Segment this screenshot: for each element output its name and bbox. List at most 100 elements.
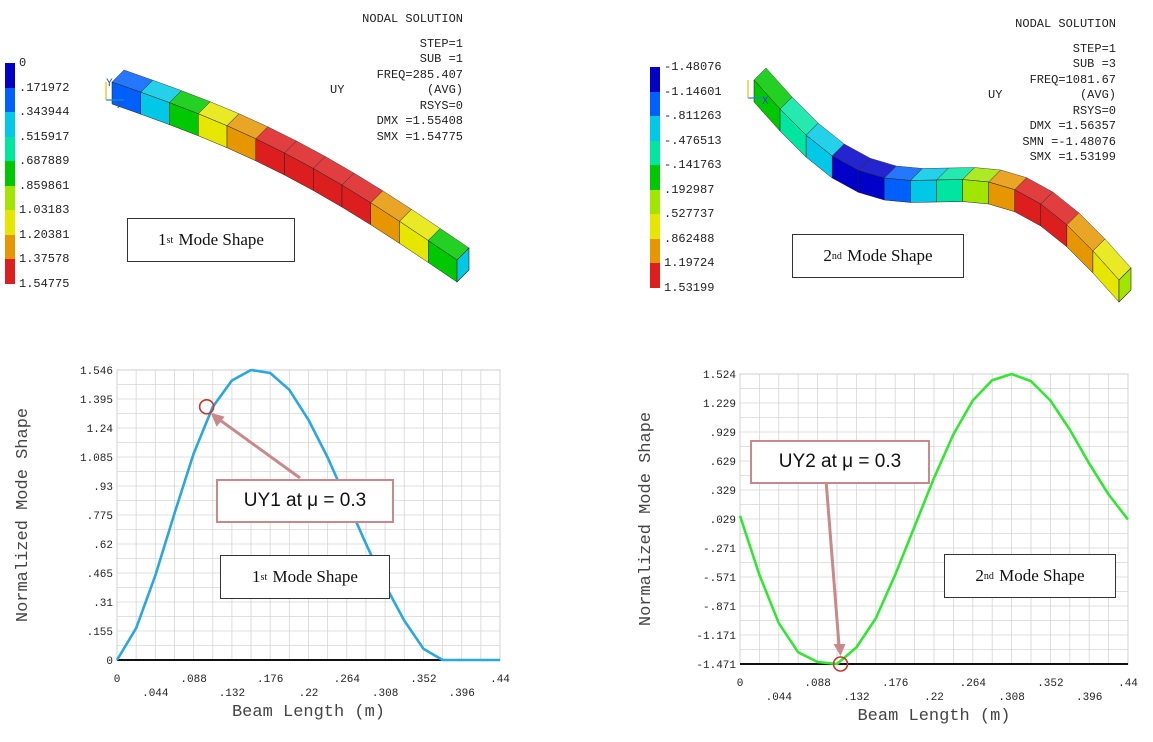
info-sub: SUB =1	[419, 52, 463, 66]
axis-triad-label: X	[117, 100, 124, 112]
legend-value-label: -.811263	[664, 109, 722, 123]
y-tick-label: .155	[87, 627, 113, 639]
y-tick-label: .329	[710, 486, 736, 498]
info-dmx: DMX =1.55408	[376, 114, 463, 128]
y-tick-label: 1.546	[80, 366, 113, 378]
x-tick-label: .44	[490, 674, 510, 686]
legend-color-band	[5, 136, 15, 161]
beam-segment-front	[884, 177, 911, 203]
x-tick-label: .044	[766, 692, 793, 704]
legend-color-band	[5, 87, 15, 112]
info-freq: FREQ=1081.67	[1029, 72, 1116, 87]
x-tick-label: .22	[299, 688, 319, 700]
y-tick-label: -.271	[703, 544, 736, 556]
legend-color-band	[5, 210, 15, 235]
beam-mode1-3d: YX	[105, 69, 470, 283]
y-tick-label: 1.24	[87, 424, 114, 436]
beam-segment-front	[962, 179, 989, 205]
x-tick-label: .22	[924, 692, 944, 704]
legend-color-band	[650, 140, 660, 165]
beam-end-face	[456, 247, 470, 283]
callout-uy2: UY2 at μ = 0.3	[750, 440, 930, 484]
mode-label-text: Mode Shape	[999, 566, 1085, 585]
legend-color-band	[5, 185, 15, 210]
legend-color-band	[650, 238, 660, 263]
legend-value-label: 1.37578	[19, 252, 70, 266]
mode-label-text: Mode Shape	[847, 246, 933, 265]
mode-label-number: 2	[975, 566, 984, 585]
legend-value-label: 1.19724	[664, 256, 715, 270]
x-tick-label: .044	[142, 688, 169, 700]
highlight-marker	[832, 656, 849, 672]
info-step: STEP=1	[1072, 41, 1116, 56]
x-axis-title: Beam Length (m)	[857, 707, 1010, 726]
x-tick-label: .396	[1076, 692, 1102, 704]
legend-value-label: .192987	[664, 182, 715, 197]
legend-color-band	[5, 63, 15, 88]
mode2-line-chart: 0 .044 .088 .132 .176 .22 .264 .308 .352 .396 .44 -…	[637, 370, 1138, 726]
x-tick-label: 0	[737, 678, 744, 690]
legend-value-label: -1.48076	[664, 60, 722, 74]
x-tick-label: .132	[219, 688, 245, 700]
legend-color-band	[650, 214, 660, 239]
top-left-mode-panel: 0 .171972 .343944 .515917 .687889 .859861 1.03…	[0, 0, 576, 330]
legend-value-label: 1.03183	[19, 203, 70, 217]
info-smx: SMX =1.53199	[1029, 150, 1116, 164]
x-tick-label: .176	[882, 678, 908, 690]
legend-value-label: .862488	[664, 231, 715, 246]
mode-shape-series-line	[738, 372, 1130, 666]
x-tick-label: .264	[334, 674, 361, 686]
top-right-mode-panel: -1.48076 -1.14601 -.811263 -.476513 -.141763…	[576, 0, 1153, 330]
mode-label-number: 2	[823, 246, 832, 265]
info-freq: FREQ=285.407	[376, 67, 463, 82]
legend-color-band	[650, 67, 660, 92]
info-uy-row: UY (AVG)	[988, 88, 1116, 104]
y-tick-label: .465	[87, 569, 113, 581]
callout-arrowhead-uy1	[210, 412, 225, 427]
legend-value-label: 1.53199	[664, 280, 715, 295]
y-axis-title: Normalized Mode Shape	[14, 408, 33, 622]
beam-mode2-3d: X	[747, 67, 1132, 303]
legend-value-label: -.141763	[664, 158, 722, 172]
info-sub: SUB =3	[1072, 57, 1116, 71]
mode1-line-chart: 0 .044 .088 .132 .176 .22 .264 .308 .352 .396 .44 0…	[14, 366, 510, 722]
legend-color-band	[5, 161, 15, 186]
x-tick-label: .352	[1037, 678, 1063, 690]
legend-value-label: -.476513	[664, 133, 722, 148]
info-uy: UY	[330, 83, 345, 97]
callout-uy1: UY1 at μ = 0.3	[216, 479, 394, 523]
info-uy: UY	[988, 88, 1003, 102]
mode-label-number: 1	[252, 567, 261, 586]
y-tick-label: 1.085	[80, 453, 113, 465]
info-smn: SMN =-1.48076	[1022, 134, 1116, 149]
y-tick-label: .629	[710, 457, 736, 469]
legend-color-band	[5, 259, 15, 284]
y-tick-label: -.571	[703, 573, 736, 585]
info-smx: SMX =1.54775	[376, 129, 463, 144]
legend-color-band	[5, 112, 15, 137]
info-title: NODAL SOLUTION	[362, 12, 463, 26]
x-tick-label: .088	[804, 678, 830, 690]
contour-legend-mode2: -1.48076 -1.14601 -.811263 -.476513 -.141763…	[650, 60, 730, 300]
legend-color-band	[650, 189, 660, 214]
mode-label-suffix: st	[260, 571, 268, 583]
y-tick-label: -.871	[703, 602, 736, 614]
info-rsys: RSYS=0	[1072, 103, 1116, 118]
legend-value-label: 1.54775	[19, 276, 70, 291]
beam-end-face	[1118, 267, 1132, 303]
y-axis-title: Normalized Mode Shape	[637, 412, 656, 626]
mode-label-suffix: nd	[983, 570, 994, 582]
callout-arrow-uy1	[211, 413, 301, 480]
x-tick-label: .088	[180, 674, 206, 686]
legend-value-label: .859861	[19, 178, 70, 193]
legend-value-label: .343944	[19, 105, 70, 119]
legend-value-label: .687889	[19, 154, 70, 168]
axis-triad-label: Y	[106, 78, 113, 90]
info-step: STEP=1	[419, 36, 463, 51]
y-tick-label: 0	[106, 656, 113, 668]
info-rsys: RSYS=0	[419, 98, 463, 113]
legend-color-band	[650, 116, 660, 141]
callout-arrow-uy2	[824, 479, 842, 653]
legend-value-label: .527737	[664, 207, 715, 221]
